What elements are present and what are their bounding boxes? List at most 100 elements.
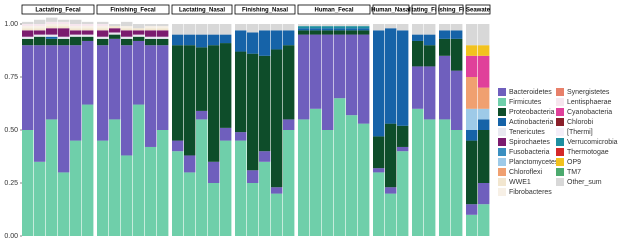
legend-key [498,168,506,176]
bar-segment [346,115,358,236]
bar-segment [235,140,247,236]
bar-segment [22,30,34,37]
bar-segment [451,30,463,39]
bar-segment [145,38,157,46]
bar-segment [70,45,82,141]
bar-segment [46,119,58,236]
bar-segment [259,151,271,162]
bar-segment [46,28,58,35]
bar-segment [247,32,259,54]
bar-segment [466,45,478,56]
bar-segment [358,28,370,31]
bar-segment [385,123,397,188]
bar-segment [46,24,58,27]
bar-segment [82,28,94,31]
bar-segment [97,28,109,31]
bar-segment [157,36,169,39]
bar-segment [70,34,82,37]
bar-segment [172,140,184,152]
bar-segment [247,53,259,171]
bar-segment [34,30,46,35]
bar-segment [334,30,346,35]
bar-segment [184,24,196,35]
bar-segment [310,34,322,109]
bar-segment [412,66,424,109]
bar-segment [58,26,70,29]
bar-segment [184,45,196,156]
bar-segment [283,45,295,120]
legend-label: Verrucomicrobia [567,139,618,146]
bar-segment [97,140,109,236]
bar-segment [34,24,46,27]
bar-segment [220,140,232,236]
bar-segment [82,30,94,35]
legend-label: Cyanobacteria [567,109,612,116]
bar-segment [172,24,184,35]
facet-strip [171,4,233,15]
legend-label: OP9 [567,159,581,166]
bar-segment [109,119,121,236]
bar-segment [82,24,94,27]
legend-label: Other_sum [567,179,602,186]
bar-segment [322,26,334,29]
y-tick-label: 0.75 [4,74,18,81]
bar-segment [82,26,94,29]
bar-segment [184,34,196,46]
bar-segment [109,38,121,120]
bar-segment [58,21,70,24]
bar-segment [157,38,169,46]
legend-label: Synergistetes [567,89,610,96]
bar-segment [157,130,169,236]
bar-segment [97,26,109,29]
bar-segment [82,36,94,41]
legend-label: Fibrobacteres [509,189,552,196]
bar-segment [34,26,46,29]
bar-segment [271,193,283,236]
bar-segment [157,24,169,27]
bar-segment [196,119,208,236]
bar-segment [259,24,271,31]
bar-segment [478,55,490,88]
bar-segment [439,119,451,236]
bar-segment [196,34,208,48]
bar-segment [322,24,334,27]
bar-segment [385,193,397,236]
bar-segment [184,155,196,173]
bar-segment [346,34,358,116]
bar-segment [298,34,310,120]
bar-segment [172,45,184,141]
bar-segment [208,45,220,162]
bar-segment [121,45,133,156]
bar-segment [34,34,46,37]
legend-key [498,148,506,156]
bar-segment [82,34,94,37]
bar-segment [283,130,295,236]
bar-segment [397,146,409,152]
bar-segment [322,130,334,236]
bar-segment [82,104,94,236]
facet-label: Finishing_Nasal [242,7,288,13]
bar-segment [478,130,490,183]
bar-segment [220,43,232,128]
bar-segment [385,28,397,124]
bar-segment [109,34,121,39]
facet-strip [21,4,95,15]
bar-segment [58,19,70,22]
facet-strip [234,4,296,15]
bar-segment [70,26,82,29]
bar-segment [34,36,46,46]
bar-segment [58,28,70,37]
bar-segment [109,32,121,35]
bar-segment [358,34,370,124]
bar-segment [466,77,478,109]
bar-segment [466,55,478,77]
legend-key [498,138,506,146]
bar-segment [97,45,109,141]
bar-segment [121,155,133,236]
bar-segment [478,119,490,130]
bar-segment [478,45,490,56]
bar-segment [424,34,436,46]
bar-segment [220,24,232,35]
bar-segment [310,26,322,29]
bar-segment [133,36,145,41]
